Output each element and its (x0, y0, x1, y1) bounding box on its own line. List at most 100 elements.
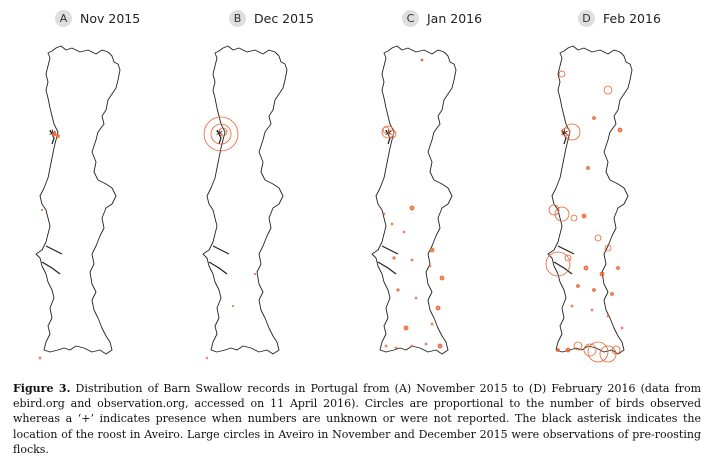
panel-header: A Nov 2015 (55, 8, 140, 28)
estuary-line (381, 245, 399, 255)
record-plus-icon (428, 264, 432, 268)
record-circle (420, 58, 424, 62)
record-plus-icon (41, 209, 43, 211)
record-plus-icon (396, 288, 400, 292)
record-plus-icon (590, 308, 594, 312)
record-plus-icon (392, 256, 396, 260)
panel-header: C Jan 2016 (402, 8, 482, 28)
record-circle (548, 204, 560, 216)
estuary-line (377, 261, 397, 275)
map-group: * (371, 45, 457, 355)
record-circle (592, 116, 596, 120)
estuary-line (553, 261, 573, 275)
portugal-map-feb-2016: * (545, 45, 633, 363)
record-circle (583, 265, 589, 271)
record-circle (210, 123, 232, 145)
panel-letter-badge: A (55, 9, 72, 27)
record-plus-icon (414, 296, 418, 300)
estuary-line (216, 129, 222, 145)
panel-letter-badge: D (578, 9, 595, 27)
figure-caption-text: Distribution of Barn Swallow records in … (13, 382, 701, 456)
record-circle (594, 234, 602, 242)
record-circle (616, 266, 620, 270)
panel-title: Dec 2015 (254, 10, 314, 26)
record-circle (604, 244, 612, 252)
estuary-line (45, 245, 63, 255)
record-circle (564, 254, 572, 262)
estuary-line (561, 129, 567, 145)
portugal-map-nov-2015: * (35, 45, 121, 360)
portugal-map-jan-2016: * (371, 45, 457, 355)
record-plus-icon (424, 342, 428, 346)
record-circle (554, 206, 570, 222)
panel-header: B Dec 2015 (229, 8, 314, 28)
record-plus-icon (390, 222, 394, 226)
panel-title: Nov 2015 (80, 10, 141, 26)
record-plus-icon (606, 314, 610, 318)
record-plus-icon (384, 344, 388, 348)
portugal-outline (202, 45, 288, 355)
panel-title: Feb 2016 (603, 10, 661, 26)
record-circle (56, 134, 60, 138)
record-circle (611, 345, 621, 355)
map-group: * (35, 45, 121, 360)
record-circle (51, 131, 57, 137)
panel-title: Jan 2016 (427, 10, 483, 26)
record-circle (435, 305, 441, 311)
record-circle (381, 125, 395, 139)
record-circle (592, 288, 596, 292)
record-circle (409, 205, 415, 211)
figure-label: Figure 3. (13, 382, 71, 395)
record-circle (583, 343, 597, 357)
record-circle (545, 251, 571, 277)
record-circle (203, 116, 239, 152)
record-plus-icon (410, 344, 414, 348)
panel-a: A Nov 2015 * (30, 0, 207, 370)
estuary-line (212, 245, 230, 255)
record-plus-icon (430, 322, 434, 326)
map-group: * (545, 45, 633, 363)
record-circle (576, 284, 580, 288)
record-circle (563, 123, 581, 141)
record-circle (565, 347, 571, 353)
figure-caption: Figure 3. Distribution of Barn Swallow r… (13, 381, 701, 457)
panel-letter-badge: C (402, 9, 419, 27)
record-plus-icon (570, 304, 574, 308)
record-plus-icon (620, 326, 624, 330)
map-group: * (202, 45, 288, 360)
portugal-outline (35, 45, 121, 355)
panel-b: B Dec 2015 * (197, 0, 374, 370)
estuary-line (557, 245, 575, 255)
roost-asterisk-icon: * (49, 128, 56, 144)
record-plus-icon (410, 258, 414, 262)
record-circle (587, 341, 609, 363)
panel-header: D Feb 2016 (578, 8, 661, 28)
record-circle (558, 70, 566, 78)
panel-letter-badge: B (229, 9, 246, 27)
record-circle (437, 343, 443, 349)
record-circle (429, 247, 435, 253)
record-circle (586, 166, 590, 170)
record-plus-icon (394, 346, 398, 350)
panel-c: C Jan 2016 * (366, 0, 543, 370)
portugal-map-dec-2015: * (202, 45, 288, 360)
record-circle (387, 129, 397, 139)
estuary-line (208, 261, 228, 275)
record-circle (581, 213, 587, 219)
record-circle (617, 127, 623, 133)
estuary-line (49, 129, 55, 145)
record-circle (561, 127, 571, 137)
record-circle (556, 348, 560, 352)
record-plus-icon (382, 212, 386, 216)
record-circle (439, 275, 445, 281)
record-plus-icon (232, 305, 234, 307)
record-circle (403, 325, 409, 331)
record-plus-icon (402, 230, 406, 234)
portugal-outline (371, 45, 457, 355)
record-circle (610, 292, 614, 296)
record-circle (218, 127, 228, 137)
roost-asterisk-icon: * (216, 128, 223, 144)
record-circle (599, 271, 605, 277)
record-circle (573, 341, 583, 351)
portugal-outline (547, 45, 633, 355)
